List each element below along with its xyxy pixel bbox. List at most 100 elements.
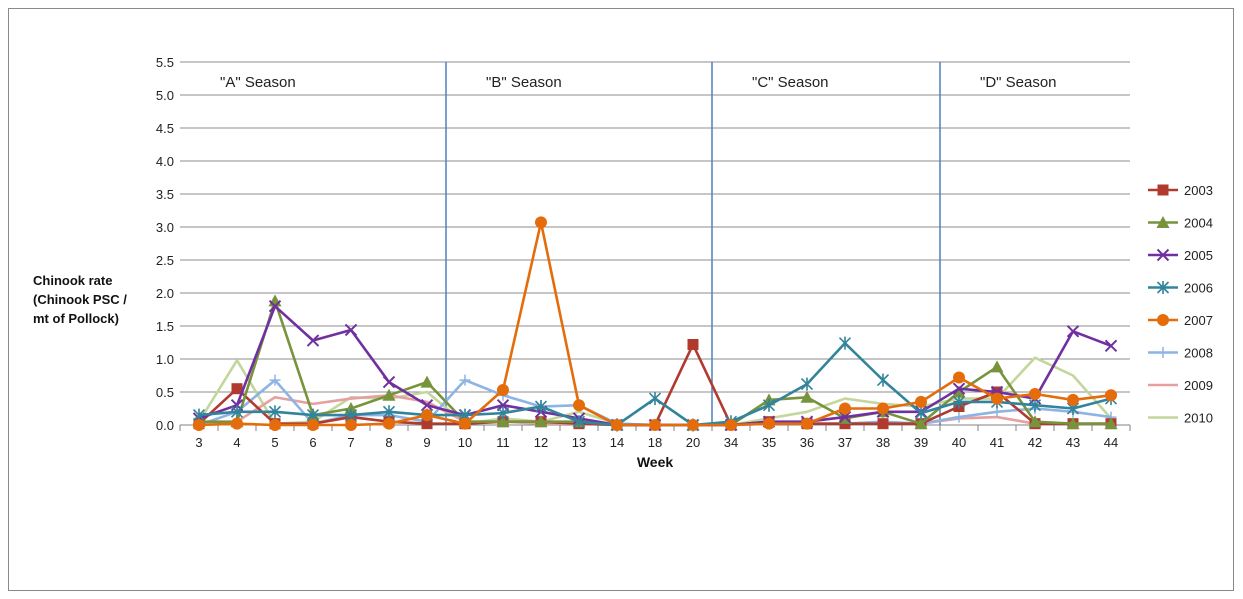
chart-frame — [8, 8, 1234, 591]
data-point — [952, 395, 966, 409]
data-point — [1028, 415, 1042, 428]
data-point — [952, 382, 966, 395]
legend-item-2009: 2009 — [1148, 378, 1213, 393]
data-point — [991, 392, 1003, 405]
y-tick-label: 5.0 — [156, 88, 174, 103]
x-tick-label: 38 — [876, 435, 890, 450]
y-tick-label: 0.0 — [156, 418, 174, 433]
data-point — [801, 417, 813, 430]
x-tick-label: 10 — [458, 435, 472, 450]
x-tick-label: 18 — [648, 435, 662, 450]
data-point — [1029, 387, 1041, 400]
legend-item-2010: 2010 — [1148, 411, 1213, 426]
series-2007 — [193, 216, 1117, 431]
season-labels: "A" Season "B" Season "C" Season "D" Season — [220, 74, 1057, 91]
data-point — [230, 405, 244, 419]
x-tick-label: 6 — [309, 435, 316, 450]
data-point — [876, 373, 890, 387]
x-tick-label: 12 — [534, 435, 548, 450]
y-tick-label: 4.0 — [156, 154, 174, 169]
data-point — [268, 405, 282, 419]
data-point — [307, 419, 319, 431]
data-point — [839, 402, 851, 415]
legend-label: 2008 — [1184, 346, 1213, 361]
y-axis-label: Chinook rate (Chinook PSC / mt of Pollock) — [33, 273, 127, 326]
data-point — [687, 338, 699, 350]
legend-label: 2003 — [1184, 183, 1213, 198]
data-point — [269, 374, 281, 386]
legend-label: 2006 — [1184, 281, 1213, 296]
y-axis-label-line: Chinook rate — [33, 273, 112, 288]
data-point — [382, 375, 396, 389]
data-point — [1066, 325, 1080, 338]
data-point — [953, 371, 965, 384]
data-point — [269, 419, 281, 431]
data-point — [1105, 389, 1117, 402]
season-dividers — [445, 62, 941, 425]
x-tick-label: 13 — [572, 435, 586, 450]
y-tick-label: 3.5 — [156, 187, 174, 202]
data-point — [762, 398, 776, 412]
x-tick-label: 8 — [385, 435, 392, 450]
data-point — [459, 417, 471, 430]
x-tick-label: 11 — [496, 435, 510, 450]
data-point — [345, 419, 357, 431]
data-point — [800, 377, 814, 391]
legend-item-2005: 2005 — [1148, 248, 1213, 263]
data-point — [1067, 393, 1079, 406]
data-point — [382, 388, 396, 401]
data-point — [231, 417, 243, 430]
data-series — [192, 216, 1118, 432]
x-tick-label: 37 — [838, 435, 852, 450]
x-tick-label: 4 — [233, 435, 240, 450]
data-point — [725, 419, 737, 431]
data-point — [1157, 314, 1169, 326]
x-tick-label: 40 — [952, 435, 966, 450]
x-axis-ticks: 3 4 5 6 7 8 9 10 11 12 13 14 18 20 34 35 36 37 38 39 40 41 42 4… — [179, 425, 1131, 450]
x-tick-label: 9 — [423, 435, 430, 450]
legend-label: 2005 — [1184, 248, 1213, 263]
y-tick-label: 0.5 — [156, 385, 174, 400]
data-point — [649, 419, 661, 431]
data-point — [1156, 281, 1170, 294]
y-tick-label: 2.0 — [156, 286, 174, 301]
legend-label: 2009 — [1184, 378, 1213, 393]
y-tick-label: 1.0 — [156, 352, 174, 367]
data-point — [459, 374, 471, 386]
x-tick-label: 43 — [1066, 435, 1080, 450]
data-point — [421, 409, 433, 422]
data-point — [231, 383, 243, 395]
y-tick-label: 4.5 — [156, 121, 174, 136]
data-point — [915, 395, 927, 408]
data-point — [687, 419, 699, 431]
y-tick-label: 3.0 — [156, 220, 174, 235]
data-point — [763, 417, 775, 430]
season-label: "C" Season — [752, 74, 829, 91]
data-point — [877, 402, 889, 415]
legend-label: 2004 — [1184, 216, 1213, 231]
data-point — [877, 418, 889, 430]
x-tick-label: 41 — [990, 435, 1004, 450]
x-tick-label: 36 — [800, 435, 814, 450]
season-label: "A" Season — [220, 74, 296, 91]
data-point — [421, 418, 433, 430]
season-label: "D" Season — [980, 74, 1057, 91]
x-tick-label: 35 — [762, 435, 776, 450]
data-point — [1156, 216, 1170, 228]
data-point — [800, 390, 814, 403]
legend: 2003 2004 2005 2006 2007 2008 2009 2010 — [1148, 183, 1213, 426]
series-line — [198, 341, 1112, 427]
data-point — [990, 360, 1004, 373]
legend-item-2008: 2008 — [1148, 346, 1213, 361]
data-point — [1157, 347, 1169, 358]
data-point — [344, 323, 358, 337]
data-point — [1104, 417, 1118, 430]
data-point — [914, 417, 928, 430]
data-point — [382, 405, 396, 419]
y-tick-label: 5.5 — [156, 55, 174, 70]
data-point — [383, 417, 395, 430]
gridlines — [180, 61, 1130, 426]
data-point — [648, 392, 662, 406]
x-tick-label: 3 — [195, 435, 202, 450]
